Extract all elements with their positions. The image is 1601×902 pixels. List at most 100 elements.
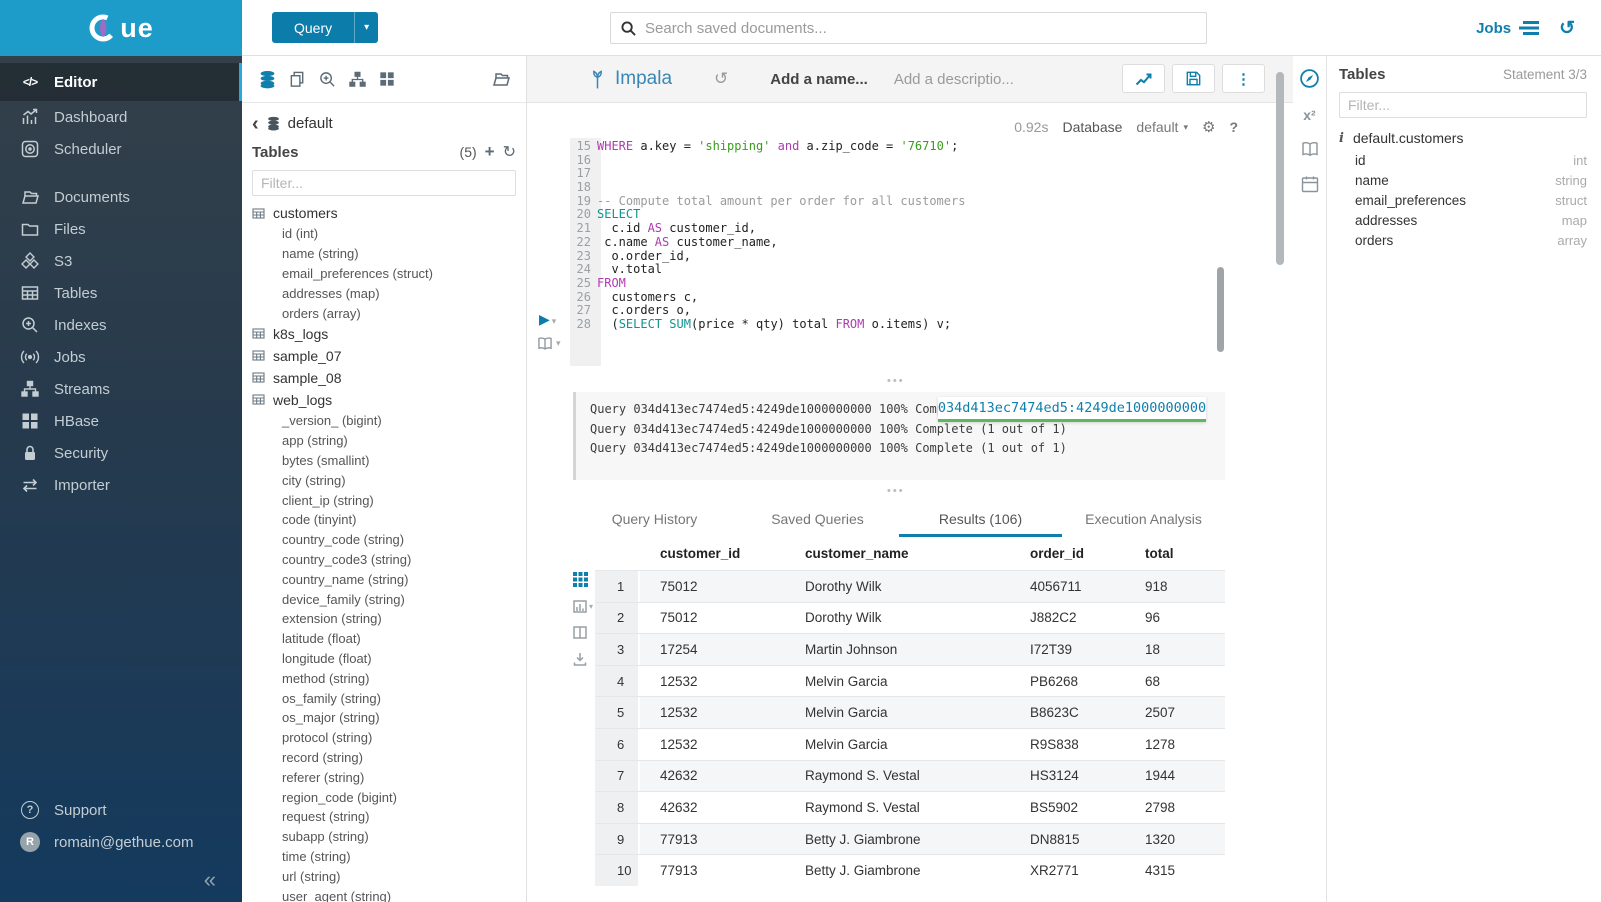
query-history-icon[interactable]: ↺ <box>1559 17 1575 39</box>
code-line[interactable]: 22 c.name AS customer_name, <box>570 235 1270 250</box>
table-cell[interactable]: Betty J. Giambrone <box>805 863 921 879</box>
column-item[interactable]: url (string) <box>282 868 341 884</box>
column-item[interactable]: client_ip (string) <box>282 492 374 508</box>
table-row[interactable]: 7 42632 Raymond S. Vestal HS3124 1944 <box>595 759 1225 792</box>
back-chevron-icon[interactable]: ‹ <box>252 112 259 135</box>
table-cell[interactable]: 75012 <box>660 578 698 594</box>
column-item[interactable]: method (string) <box>282 670 370 686</box>
column-item[interactable]: country_name (string) <box>282 571 409 587</box>
column-item[interactable]: longitude (float) <box>282 650 372 666</box>
sidebar-item-files[interactable]: Files <box>0 213 242 245</box>
execute-options-caret[interactable]: ▾ <box>551 316 557 326</box>
code-line[interactable]: 28 (SELECT SUM(price * qty) total FROM o… <box>570 317 1270 332</box>
tab-execution-analysis[interactable]: Execution Analysis <box>1085 511 1202 527</box>
column-item[interactable]: _version_ (bigint) <box>282 413 382 429</box>
info-icon[interactable]: i <box>1339 130 1344 146</box>
sidebar-item-security[interactable]: Security <box>0 437 242 469</box>
grid-view-icon[interactable] <box>573 572 597 587</box>
table-cell[interactable]: 12532 <box>660 673 698 689</box>
table-cell[interactable]: BS5902 <box>1030 799 1079 815</box>
table-row[interactable]: 1 75012 Dorothy Wilk 4056711 918 <box>595 570 1225 602</box>
column-item[interactable]: extension (string) <box>282 611 382 627</box>
column-item[interactable]: app (string) <box>282 433 348 449</box>
databases-source-icon[interactable] <box>252 70 282 89</box>
sidebar-item-dashboard[interactable]: Dashboard <box>0 101 242 133</box>
column-item[interactable]: city (string) <box>282 472 346 488</box>
table-cell[interactable]: 1320 <box>1145 831 1176 847</box>
table-cell[interactable]: 75012 <box>660 610 698 626</box>
document-search[interactable] <box>610 12 1207 44</box>
resize-handle[interactable]: ••• <box>887 485 905 497</box>
chart-button[interactable] <box>1122 64 1165 93</box>
table-cell[interactable]: Dorothy Wilk <box>805 578 882 594</box>
resize-handle[interactable]: ••• <box>887 375 905 387</box>
sidebar-item-support[interactable]: ? Support <box>0 794 242 826</box>
table-item[interactable]: sample_07 <box>242 345 526 367</box>
table-cell[interactable]: 4315 <box>1145 863 1176 879</box>
table-cell[interactable]: 96 <box>1145 610 1161 626</box>
column-item[interactable]: user_agent (string) <box>282 888 392 902</box>
schedule-calendar-icon[interactable] <box>1301 175 1319 193</box>
right-panel-filter-input[interactable] <box>1339 92 1587 118</box>
column-item[interactable]: region_code (bigint) <box>282 789 397 805</box>
sidebar-item-user[interactable]: R romain@gethue.com <box>0 826 242 858</box>
code-line[interactable]: 24 v.total <box>570 262 1270 277</box>
table-cell[interactable]: B8623C <box>1030 705 1079 721</box>
more-actions-button[interactable]: ⋮ <box>1222 64 1265 93</box>
column-item[interactable]: os_major (string) <box>282 710 380 726</box>
table-item[interactable]: sample_08 <box>242 367 526 389</box>
column-item[interactable]: subapp (string) <box>282 829 369 845</box>
query-dropdown-caret[interactable]: ▾ <box>354 12 378 43</box>
table-cell[interactable]: 18 <box>1145 641 1161 657</box>
table-cell[interactable]: 17254 <box>660 641 698 657</box>
sitemap-source-icon[interactable] <box>342 71 372 88</box>
explorer-compass-icon[interactable] <box>1299 68 1320 89</box>
column-item[interactable]: latitude (float) <box>282 631 361 647</box>
column-item[interactable]: orders (array) <box>282 305 361 321</box>
column-item[interactable]: referer (string) <box>282 769 365 785</box>
add-table-icon[interactable]: + <box>484 142 495 161</box>
column-item[interactable]: record (string) <box>282 749 363 765</box>
sidebar-item-indexes[interactable]: Indexes <box>0 309 242 341</box>
jobs-link[interactable]: Jobs <box>1476 20 1540 37</box>
table-cell[interactable]: 918 <box>1145 578 1168 594</box>
tab-saved-queries[interactable]: Saved Queries <box>771 511 864 527</box>
active-table-name[interactable]: default.customers <box>1352 130 1464 146</box>
column-item[interactable]: addresses (map) <box>282 285 380 301</box>
code-line[interactable]: 23 o.order_id, <box>570 249 1270 264</box>
table-cell[interactable]: 42632 <box>660 768 698 784</box>
column-header[interactable]: order_id <box>1030 546 1085 561</box>
table-cell[interactable]: I72T39 <box>1030 641 1073 657</box>
save-button[interactable] <box>1172 64 1215 93</box>
column-item[interactable]: name (string) <box>282 246 359 262</box>
column-item[interactable]: device_family (string) <box>282 591 405 607</box>
table-cell[interactable]: Betty J. Giambrone <box>805 831 921 847</box>
table-cell[interactable]: Martin Johnson <box>805 641 898 657</box>
code-line[interactable]: 16 <box>570 153 1270 168</box>
query-button-label[interactable]: Query <box>294 19 333 36</box>
table-cell[interactable]: 12532 <box>660 705 698 721</box>
table-item[interactable]: web_logs <box>242 389 526 411</box>
code-line[interactable]: 27 c.orders o, <box>570 303 1270 318</box>
table-row[interactable]: 2 75012 Dorothy Wilk J882C2 96 <box>595 601 1225 634</box>
apps-grid-source-icon[interactable] <box>372 71 402 87</box>
sidebar-item-s3[interactable]: S3 <box>0 245 242 277</box>
table-cell[interactable]: Raymond S. Vestal <box>805 768 920 784</box>
search-plus-source-icon[interactable] <box>312 71 342 88</box>
query-name-field[interactable]: Add a name... <box>770 70 868 88</box>
hue-logo[interactable]: ue <box>0 0 242 56</box>
table-cell[interactable]: Raymond S. Vestal <box>805 799 920 815</box>
table-cell[interactable]: 77913 <box>660 831 698 847</box>
schema-column-row[interactable]: orders array <box>1339 230 1587 250</box>
table-cell[interactable]: 4056711 <box>1030 578 1082 594</box>
table-cell[interactable]: Dorothy Wilk <box>805 610 882 626</box>
sidebar-item-streams[interactable]: Streams <box>0 373 242 405</box>
table-cell[interactable]: 42632 <box>660 799 698 815</box>
execute-query-button[interactable]: ▶ ▾ <box>539 311 557 327</box>
sidebar-item-scheduler[interactable]: Scheduler <box>0 133 242 165</box>
table-cell[interactable]: Melvin Garcia <box>805 673 888 689</box>
column-item[interactable]: email_preferences (struct) <box>282 265 433 281</box>
table-cell[interactable]: HS3124 <box>1030 768 1079 784</box>
code-line[interactable]: 21 c.id AS customer_id, <box>570 221 1270 236</box>
sidebar-item-documents[interactable]: Documents <box>0 181 242 213</box>
